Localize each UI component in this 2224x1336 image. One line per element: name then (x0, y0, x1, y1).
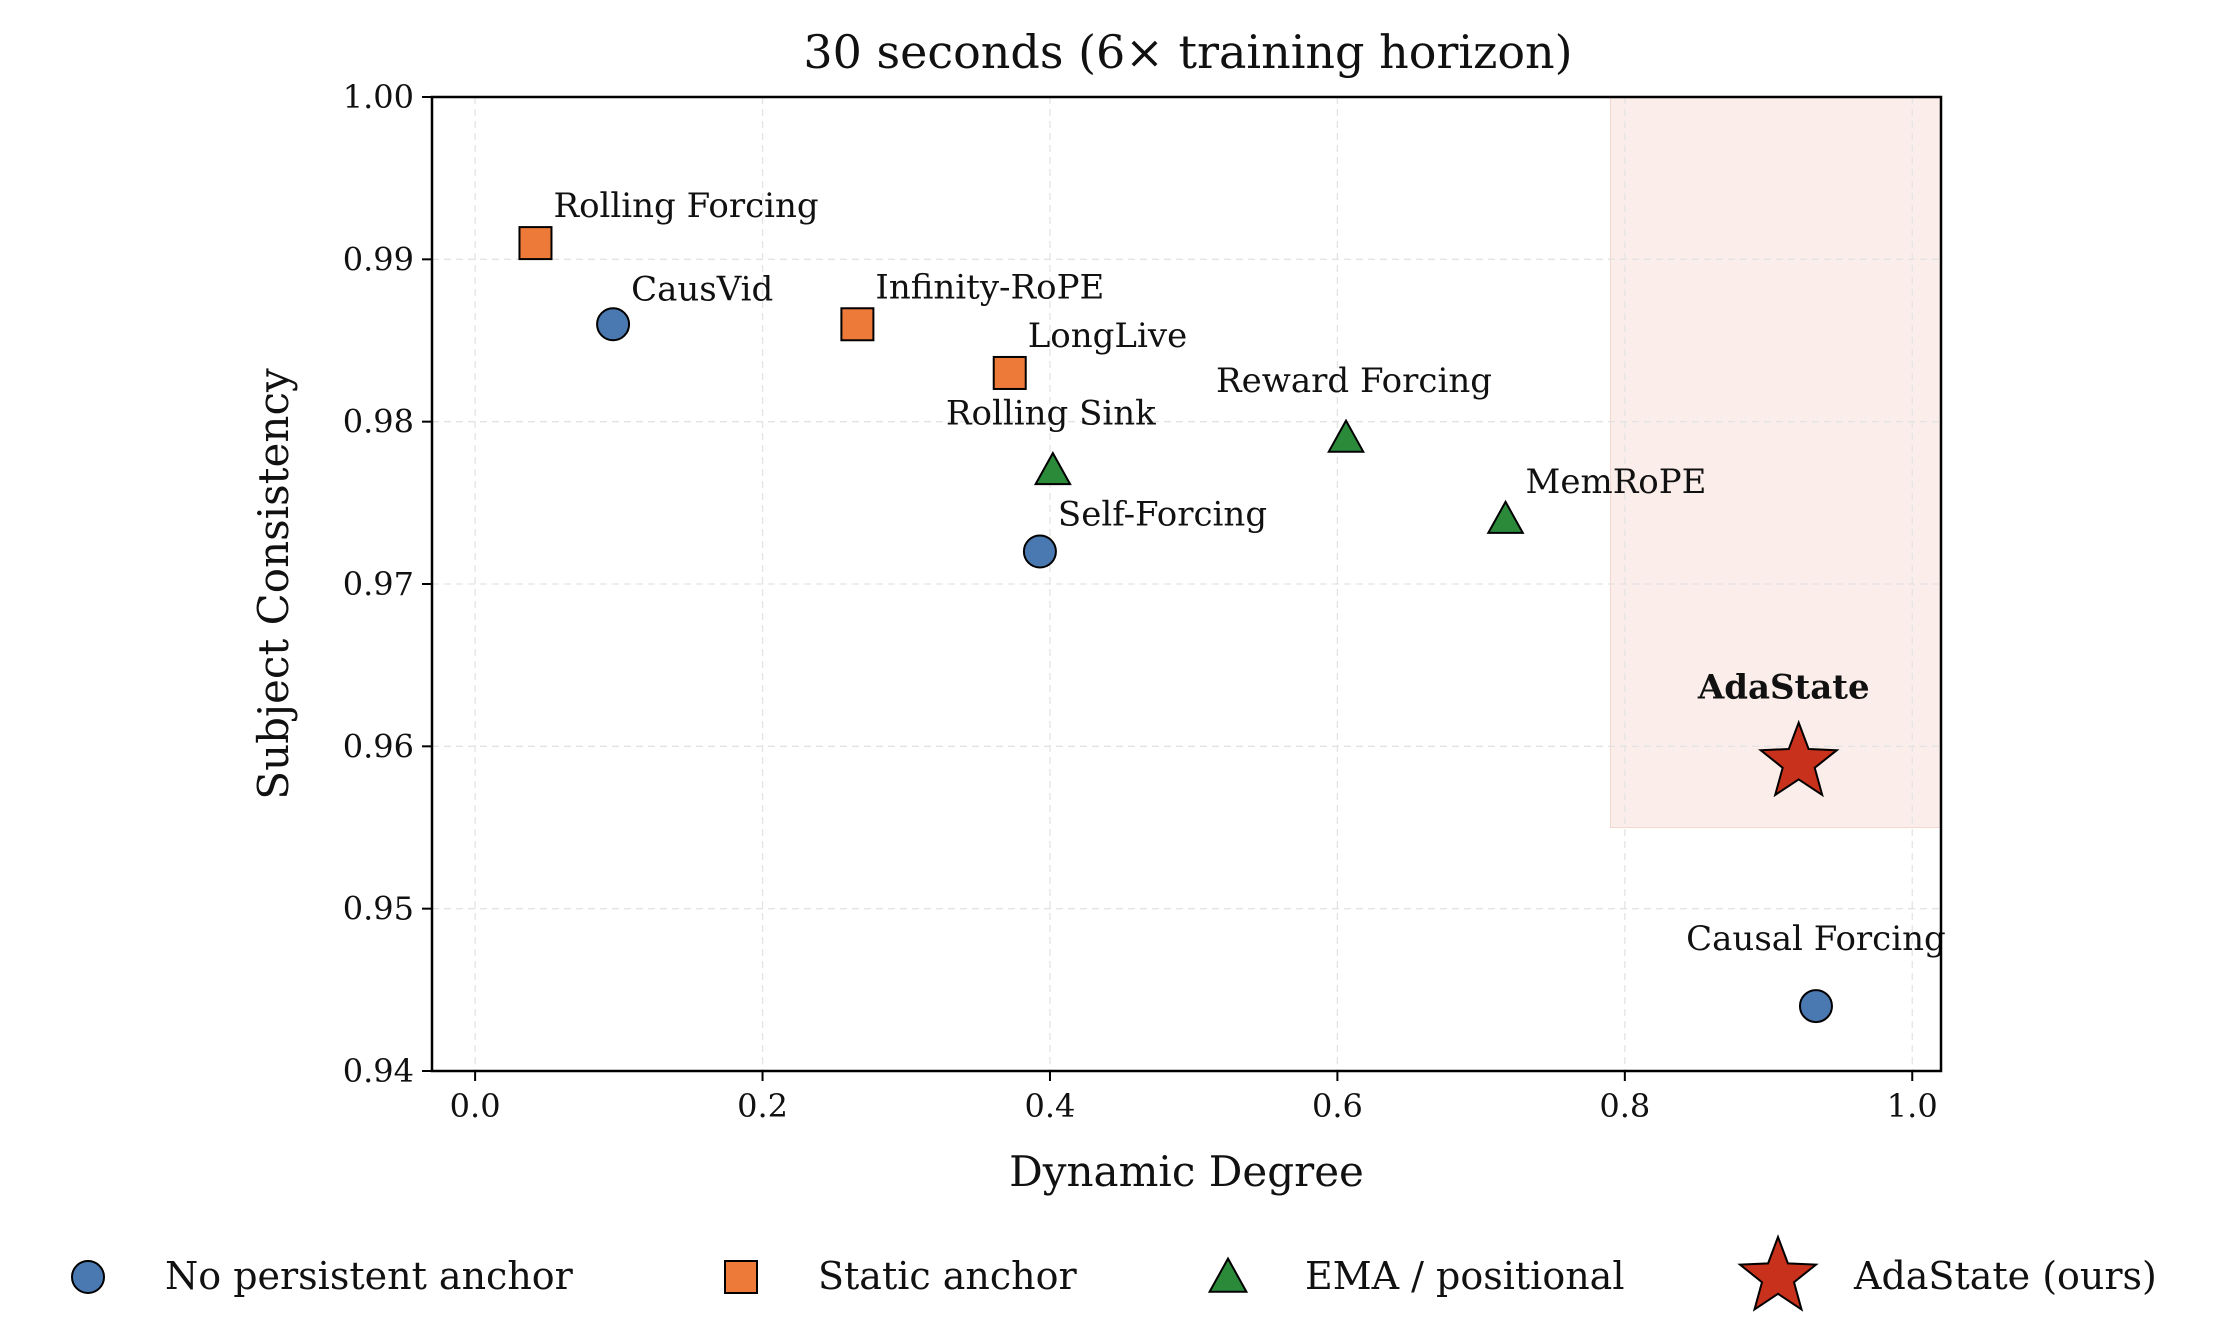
legend-marker-static-anchor (724, 1260, 758, 1294)
point-rolling-sink (1033, 451, 1072, 486)
legend-item-no-persistent-anchor: No persistent anchor (71, 1254, 574, 1298)
point-rolling-forcing (518, 226, 553, 261)
x-tick-label: 0.8 (1599, 1087, 1650, 1125)
x-tick-label: 0.4 (1025, 1087, 1076, 1125)
highlight-region-layer (1609, 96, 1942, 828)
legend-item-ema-positional: EMA / positional (1207, 1254, 1625, 1298)
legend-marker-adastate-ours (1737, 1234, 1819, 1312)
highlight-region (1609, 96, 1942, 828)
ticks-layer: 0.0 0.2 0.4 0.6 0.8 1.0 0.94 0.95 0.96 0.97 0.98 0.… (343, 78, 1938, 1125)
point-label-causal-forcing: Causal Forcing (1686, 919, 1946, 959)
point-adastate (1757, 719, 1840, 798)
point-label-memrope: MemRoPE (1526, 462, 1707, 502)
legend-item-static-anchor: Static anchor (724, 1254, 1078, 1298)
chart-title: 30 seconds (6× training horizon) (803, 25, 1572, 79)
x-tick-label: 1.0 (1887, 1087, 1938, 1125)
x-tick-label: 0.2 (737, 1087, 788, 1125)
point-labels-layer: CausVid Self-Forcing Causal Forcing Rolling… (553, 186, 1945, 959)
legend-label: No persistent anchor (165, 1254, 574, 1298)
point-label-rolling-sink: Rolling Sink (946, 393, 1156, 433)
legend-label: Static anchor (818, 1254, 1078, 1298)
point-label-infinity-rope: Infinity-RoPE (875, 267, 1104, 307)
point-self-forcing (1022, 534, 1057, 569)
y-tick-label: 0.99 (343, 240, 414, 278)
legend-item-adastate-ours: AdaState (ours) (1737, 1234, 2157, 1312)
y-tick-label: 0.97 (343, 565, 414, 603)
legend-label: EMA / positional (1305, 1254, 1625, 1298)
grid-layer (432, 96, 1941, 1072)
point-reward-forcing (1327, 418, 1365, 453)
point-causvid (596, 307, 631, 342)
point-causal-forcing (1798, 989, 1833, 1024)
legend-label: AdaState (ours) (1853, 1254, 2157, 1298)
points-layer (518, 226, 1840, 1024)
y-axis-label: Subject Consistency (249, 368, 298, 800)
point-label-adastate: AdaState (1697, 668, 1870, 708)
point-label-rolling-forcing: Rolling Forcing (553, 186, 818, 226)
point-label-causvid: CausVid (631, 269, 773, 309)
legend-marker-no-persistent-anchor (71, 1260, 105, 1294)
y-tick-label: 0.95 (343, 890, 414, 928)
y-tick-label: 1.00 (343, 78, 414, 116)
y-tick-label: 0.94 (343, 1052, 414, 1090)
x-tick-label: 0.6 (1312, 1087, 1363, 1125)
legend-marker-ema-positional (1207, 1256, 1249, 1293)
point-memrope (1486, 499, 1525, 534)
x-axis-label: Dynamic Degree (1009, 1147, 1364, 1196)
legend: No persistent anchor Static anchor EMA / p… (71, 1234, 2157, 1312)
point-label-longlive: LongLive (1028, 316, 1188, 356)
y-tick-label: 0.96 (343, 727, 414, 765)
point-label-self-forcing: Self-Forcing (1058, 495, 1267, 535)
y-tick-label: 0.98 (343, 403, 414, 441)
point-longlive (992, 355, 1027, 390)
point-infinity-rope (840, 307, 875, 342)
x-tick-label: 0.0 (450, 1087, 501, 1125)
point-label-reward-forcing: Reward Forcing (1216, 361, 1492, 401)
